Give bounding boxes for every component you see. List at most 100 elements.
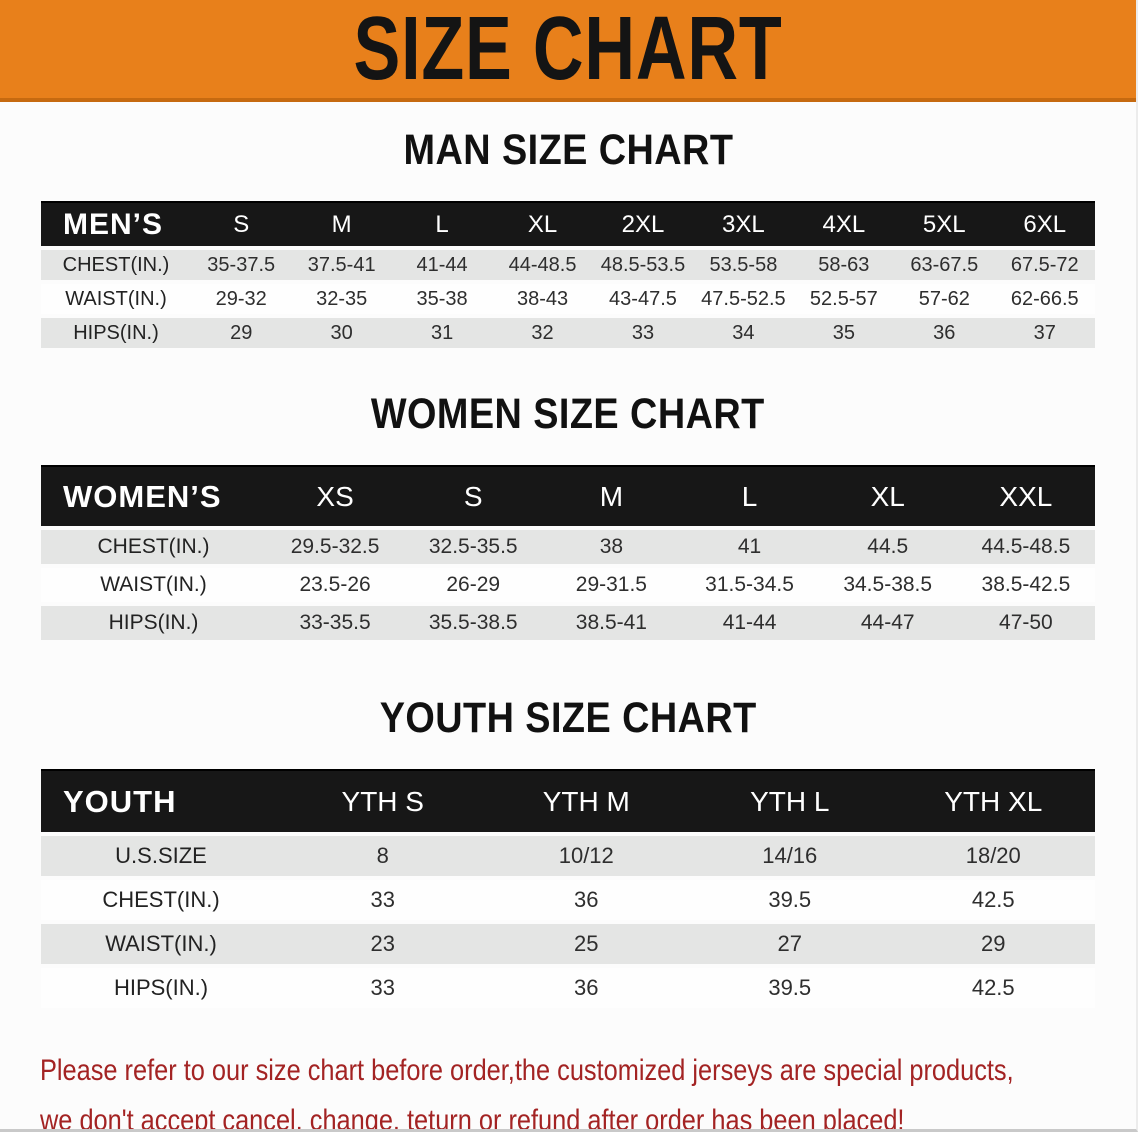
measurement-cell: 44-48.5 <box>492 248 593 284</box>
measurement-cell: 39.5 <box>688 878 892 924</box>
women-size-column-header: M <box>542 465 681 530</box>
measurement-cell: 36 <box>484 966 688 1012</box>
women-size-chart-title-text: WOMEN SIZE CHART <box>371 390 765 438</box>
youth-size-chart-title-text: YOUTH SIZE CHART <box>379 694 757 742</box>
measurement-cell: 63-67.5 <box>894 248 995 284</box>
women-size-column-header: XS <box>266 465 405 530</box>
man-size-chart-title-text: MAN SIZE CHART <box>403 126 733 174</box>
disclaimer-line-2: we don't accept cancel, change, teturn o… <box>40 1104 905 1132</box>
size-chart-banner: SIZE CHART <box>0 0 1136 102</box>
row-label: HIPS(IN.) <box>41 316 191 352</box>
women-size-chart-section: WOMEN SIZE CHART WOMEN’S XS S M L XL XXL CHEST(I… <box>0 390 1136 644</box>
man-size-chart-section: MAN SIZE CHART MEN’S S M L XL 2XL 3XL 4XL 5XL 6XL C… <box>0 126 1136 352</box>
man-size-column-header: 6XL <box>994 201 1095 250</box>
measurement-cell: 39.5 <box>688 966 892 1012</box>
measurement-cell: 27 <box>688 922 892 968</box>
women-size-chart-title: WOMEN SIZE CHART <box>0 390 1136 445</box>
measurement-cell: 44.5-48.5 <box>956 528 1095 568</box>
women-size-column-header: S <box>404 465 543 530</box>
women-header-row: WOMEN’S XS S M L XL XXL <box>41 465 1095 530</box>
women-measurement-row: WAIST(IN.) 23.5-26 26-29 29-31.5 31.5-34.5 34… <box>41 566 1095 606</box>
measurement-cell: 38 <box>542 528 681 568</box>
women-measurement-row: CHEST(IN.) 29.5-32.5 32.5-35.5 38 41 44.5 44.5… <box>41 528 1095 568</box>
disclaimer-line-1: Please refer to our size chart before or… <box>40 1054 1014 1087</box>
disclaimer: Please refer to our size chart before or… <box>0 1046 1136 1132</box>
measurement-cell: 35.5-38.5 <box>404 604 543 644</box>
row-label: WAIST(IN.) <box>41 566 266 606</box>
man-size-column-header: 2XL <box>592 201 694 250</box>
man-measurement-row: CHEST(IN.) 35-37.5 37.5-41 41-44 44-48.5 48.5… <box>41 248 1095 284</box>
measurement-cell: 44-47 <box>818 604 957 644</box>
man-size-chart-title: MAN SIZE CHART <box>0 126 1136 181</box>
man-measurement-row: HIPS(IN.) 29 30 31 32 33 34 35 36 37 <box>41 316 1095 352</box>
youth-size-column-header: YTH M <box>484 769 688 836</box>
measurement-cell: 18/20 <box>891 834 1095 880</box>
measurement-cell: 33 <box>281 878 485 924</box>
man-size-column-header: 4XL <box>793 201 895 250</box>
measurement-cell: 10/12 <box>484 834 688 880</box>
measurement-cell: 30 <box>291 316 392 352</box>
measurement-cell: 42.5 <box>891 966 1095 1012</box>
women-size-column-header: XXL <box>956 465 1095 530</box>
youth-measurement-row: HIPS(IN.) 33 36 39.5 42.5 <box>41 966 1095 1012</box>
youth-size-column-header: YTH S <box>281 769 485 836</box>
man-table-group-label: MEN’S <box>41 201 191 250</box>
measurement-cell: 35 <box>793 316 895 352</box>
measurement-cell: 34.5-38.5 <box>818 566 957 606</box>
measurement-cell: 37 <box>994 316 1095 352</box>
measurement-cell: 47-50 <box>956 604 1095 644</box>
measurement-cell: 36 <box>484 878 688 924</box>
man-size-table: MEN’S S M L XL 2XL 3XL 4XL 5XL 6XL CHEST(IN.) 35-37… <box>41 201 1095 352</box>
man-size-column-header: 5XL <box>894 201 995 250</box>
women-size-column-header: XL <box>818 465 957 530</box>
women-size-table: WOMEN’S XS S M L XL XXL CHEST(IN.) 29.5-32.5 32.5… <box>41 465 1095 644</box>
row-label: CHEST(IN.) <box>41 528 266 568</box>
youth-size-column-header: YTH L <box>688 769 892 836</box>
man-size-column-header: 3XL <box>693 201 794 250</box>
measurement-cell: 33 <box>281 966 485 1012</box>
measurement-cell: 57-62 <box>894 282 995 318</box>
measurement-cell: 38-43 <box>492 282 593 318</box>
youth-header-row: YOUTH YTH S YTH M YTH L YTH XL <box>41 769 1095 836</box>
measurement-cell: 33 <box>592 316 694 352</box>
measurement-cell: 33-35.5 <box>266 604 405 644</box>
row-label: HIPS(IN.) <box>41 604 266 644</box>
measurement-cell: 48.5-53.5 <box>592 248 694 284</box>
measurement-cell: 35-38 <box>391 282 493 318</box>
measurement-cell: 41-44 <box>680 604 819 644</box>
measurement-cell: 34 <box>693 316 794 352</box>
measurement-cell: 29-32 <box>191 282 292 318</box>
measurement-cell: 53.5-58 <box>693 248 794 284</box>
youth-table-group-label: YOUTH <box>41 769 281 836</box>
charts-container: MAN SIZE CHART MEN’S S M L XL 2XL 3XL 4XL 5XL 6XL C… <box>0 126 1136 1012</box>
measurement-cell: 25 <box>484 922 688 968</box>
measurement-cell: 23.5-26 <box>266 566 405 606</box>
row-label: WAIST(IN.) <box>41 282 191 318</box>
youth-size-chart-section: YOUTH SIZE CHART YOUTH YTH S YTH M YTH L YTH … <box>0 694 1136 1012</box>
measurement-cell: 47.5-52.5 <box>693 282 794 318</box>
youth-size-table: YOUTH YTH S YTH M YTH L YTH XL U.S.SIZE 8 10/12… <box>41 769 1095 1012</box>
measurement-cell: 26-29 <box>404 566 543 606</box>
banner-title: SIZE CHART <box>353 0 783 99</box>
measurement-cell: 62-66.5 <box>994 282 1095 318</box>
man-size-column-header: L <box>391 201 493 250</box>
measurement-cell: 38.5-41 <box>542 604 681 644</box>
man-size-column-header: XL <box>492 201 593 250</box>
women-table-group-label: WOMEN’S <box>41 465 266 530</box>
measurement-cell: 32-35 <box>291 282 392 318</box>
row-label: HIPS(IN.) <box>41 966 281 1012</box>
measurement-cell: 36 <box>894 316 995 352</box>
measurement-cell: 29-31.5 <box>542 566 681 606</box>
measurement-cell: 8 <box>281 834 485 880</box>
women-measurement-row: HIPS(IN.) 33-35.5 35.5-38.5 38.5-41 41-44 44-… <box>41 604 1095 644</box>
measurement-cell: 41-44 <box>391 248 493 284</box>
row-label: CHEST(IN.) <box>41 878 281 924</box>
youth-measurement-row: U.S.SIZE 8 10/12 14/16 18/20 <box>41 834 1095 880</box>
youth-size-chart-title: YOUTH SIZE CHART <box>0 694 1136 749</box>
youth-measurement-row: WAIST(IN.) 23 25 27 29 <box>41 922 1095 968</box>
measurement-cell: 32.5-35.5 <box>404 528 543 568</box>
measurement-cell: 29.5-32.5 <box>266 528 405 568</box>
man-size-column-header: M <box>291 201 392 250</box>
measurement-cell: 31 <box>391 316 493 352</box>
man-size-column-header: S <box>191 201 292 250</box>
